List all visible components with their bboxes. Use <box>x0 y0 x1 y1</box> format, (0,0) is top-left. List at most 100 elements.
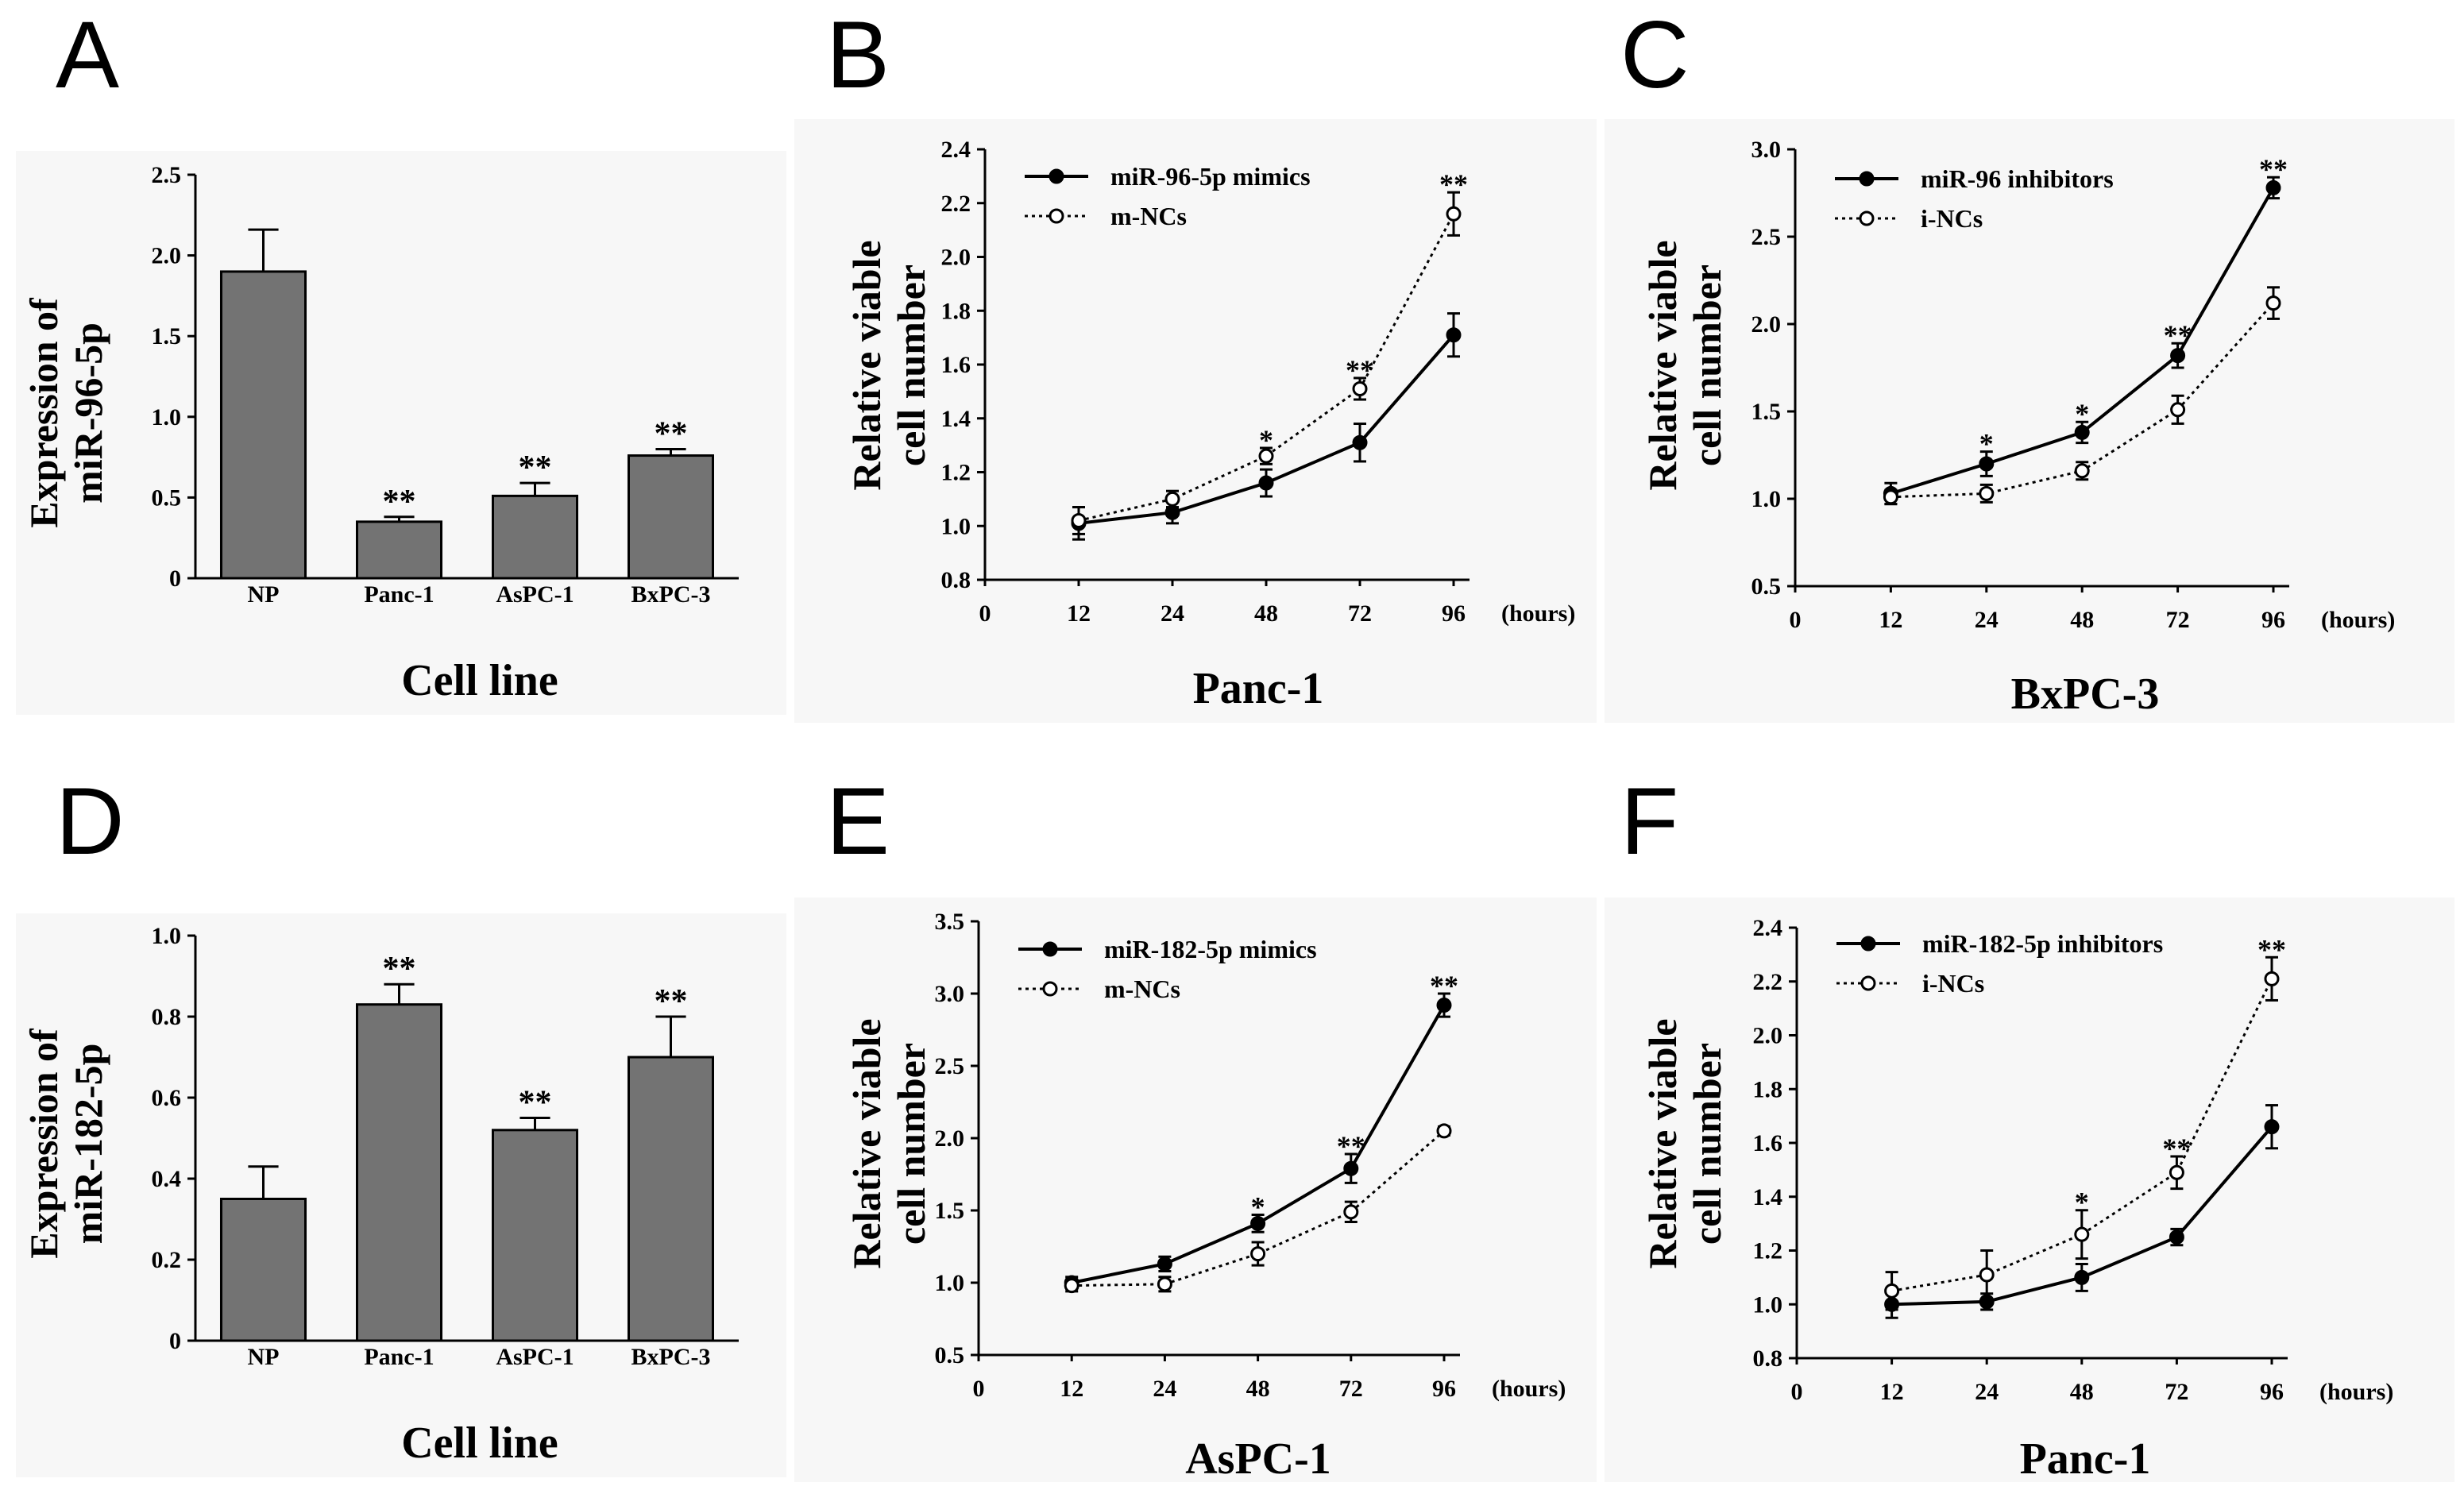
bar <box>219 270 307 580</box>
significance-mark: * <box>1259 424 1273 456</box>
data-point <box>1883 489 1898 505</box>
x-tick-label: 0 <box>1790 607 1802 633</box>
significance-mark: * <box>2075 1187 2089 1218</box>
legend-marker <box>1042 981 1058 997</box>
data-point <box>1258 448 1274 464</box>
x-tick-label: 12 <box>1067 600 1091 627</box>
legend-marker <box>1860 975 1876 991</box>
data-point <box>1157 1256 1172 1272</box>
y-tick-label: 0.5 <box>935 1342 965 1368</box>
panel-background <box>16 151 786 715</box>
y-axis-label-line: cell number <box>1685 264 1729 466</box>
y-tick-label: 2.4 <box>1753 915 1783 941</box>
y-tick-label: 1.0 <box>935 1270 965 1296</box>
panel-background <box>794 897 1597 1482</box>
panel-e: E 0.5 1.0 1.5 2.0 2.5 3.0 3.5 Relative viablecel… <box>794 768 1597 1484</box>
y-tick-label: 1.2 <box>941 460 971 486</box>
panel-f: F 0.8 1.0 1.2 1.4 1.6 1.8 2.0 2.2 2.4 Relative via… <box>1605 768 2454 1484</box>
bar <box>491 1129 579 1342</box>
data-point <box>1436 1123 1452 1139</box>
y-tick-label: 1.5 <box>1751 399 1782 425</box>
data-point <box>1979 1267 1995 1283</box>
bar <box>219 1198 307 1342</box>
x-tick-label: 72 <box>1348 600 1372 627</box>
y-tick-label: 0.5 <box>1751 573 1782 600</box>
x-tick-label: Panc-1 <box>364 1344 434 1370</box>
data-point <box>1446 206 1462 222</box>
x-axis-title: Panc-1 <box>2020 1434 2151 1484</box>
bar <box>355 1003 443 1342</box>
data-point <box>1064 1278 1079 1294</box>
data-point <box>2169 1229 2184 1245</box>
legend-label: i-NCs <box>1922 969 1984 998</box>
legend-label: miR-182-5p inhibitors <box>1922 929 2163 958</box>
legend-label: m-NCs <box>1110 202 1187 230</box>
x-axis-title: AsPC-1 <box>1185 1434 1331 1484</box>
panel-background <box>1605 897 2454 1482</box>
panel-a: A 0 0.5 1.0 1.5 2.0 2.5 Expression ofmiR-96-5p C… <box>16 2 786 715</box>
data-point <box>2074 1226 2090 1242</box>
y-tick-label: 2.5 <box>1751 224 1782 250</box>
y-tick-label: 2.2 <box>1753 969 1783 995</box>
x-tick-label: 96 <box>1442 600 1466 627</box>
significance-mark: ** <box>2162 1133 2191 1164</box>
y-tick-label: 2.0 <box>1751 311 1782 338</box>
x-tick-label: 72 <box>1339 1376 1363 1402</box>
x-unit-label: (hours) <box>2321 607 2395 633</box>
x-tick-label: 96 <box>2260 1379 2284 1405</box>
legend-marker <box>1859 210 1875 226</box>
legend-label: miR-182-5p mimics <box>1104 935 1317 963</box>
y-tick-label: 0.5 <box>152 484 182 511</box>
legend-label: m-NCs <box>1104 975 1180 1003</box>
y-tick-label: 1.0 <box>1751 486 1782 512</box>
y-tick-label: 0.6 <box>152 1085 182 1111</box>
x-tick-label: 48 <box>1254 600 1278 627</box>
panel-letter: B <box>826 2 890 108</box>
data-point <box>1352 434 1368 450</box>
y-tick-label: 0 <box>169 566 181 592</box>
x-axis-title: Cell line <box>401 656 558 705</box>
y-tick-label: 0.8 <box>941 567 971 593</box>
x-tick-label: NP <box>248 581 280 608</box>
legend-marker <box>1049 168 1064 184</box>
legend-label: miR-96-5p mimics <box>1110 162 1311 191</box>
y-tick-label: 1.5 <box>935 1198 965 1224</box>
x-axis-title: Panc-1 <box>1193 664 1324 713</box>
data-point <box>1343 1160 1359 1176</box>
data-point <box>2074 1269 2090 1285</box>
legend-marker <box>1860 936 1876 952</box>
legend-marker <box>1049 208 1064 224</box>
x-unit-label: (hours) <box>1501 600 1575 627</box>
panel-background <box>1605 119 2454 723</box>
legend-marker <box>1859 171 1875 187</box>
data-point <box>2170 348 2186 364</box>
x-tick-label: 48 <box>1246 1376 1270 1402</box>
x-axis-title: BxPC-3 <box>2011 670 2160 719</box>
y-tick-label: 0 <box>169 1328 181 1354</box>
y-axis-label-line: miR-96-5p <box>66 322 110 504</box>
y-axis-label-line: Relative viable <box>844 240 889 490</box>
significance-mark: ** <box>1346 354 1374 386</box>
panel-letter: C <box>1620 2 1690 108</box>
significance-mark: * <box>1251 1191 1265 1222</box>
data-point <box>1250 1215 1266 1231</box>
panel-letter: F <box>1620 768 1678 874</box>
panel-c: C 0.5 1.0 1.5 2.0 2.5 3.0 Relative viablecell n… <box>1605 2 2454 723</box>
x-tick-label: 72 <box>2166 607 2190 633</box>
x-tick-label: 0 <box>1791 1379 1803 1405</box>
panel-letter: D <box>56 768 125 874</box>
legend-label: miR-96 inhibitors <box>1921 164 2114 193</box>
legend-label: i-NCs <box>1921 204 1983 233</box>
x-tick-label: AsPC-1 <box>496 581 574 608</box>
significance-mark: ** <box>655 415 688 452</box>
x-unit-label: (hours) <box>1492 1376 1566 1402</box>
y-tick-label: 2.2 <box>941 191 971 217</box>
data-point <box>1157 1276 1172 1292</box>
y-tick-label: 1.2 <box>1753 1238 1783 1264</box>
y-axis-label-line: Relative viable <box>844 1018 889 1268</box>
x-tick-label: 48 <box>2070 1379 2094 1405</box>
y-axis-label: Expression ofmiR-182-5p <box>21 1028 110 1259</box>
y-tick-label: 1.8 <box>1753 1076 1783 1102</box>
x-tick-label: 24 <box>1975 1379 1999 1405</box>
